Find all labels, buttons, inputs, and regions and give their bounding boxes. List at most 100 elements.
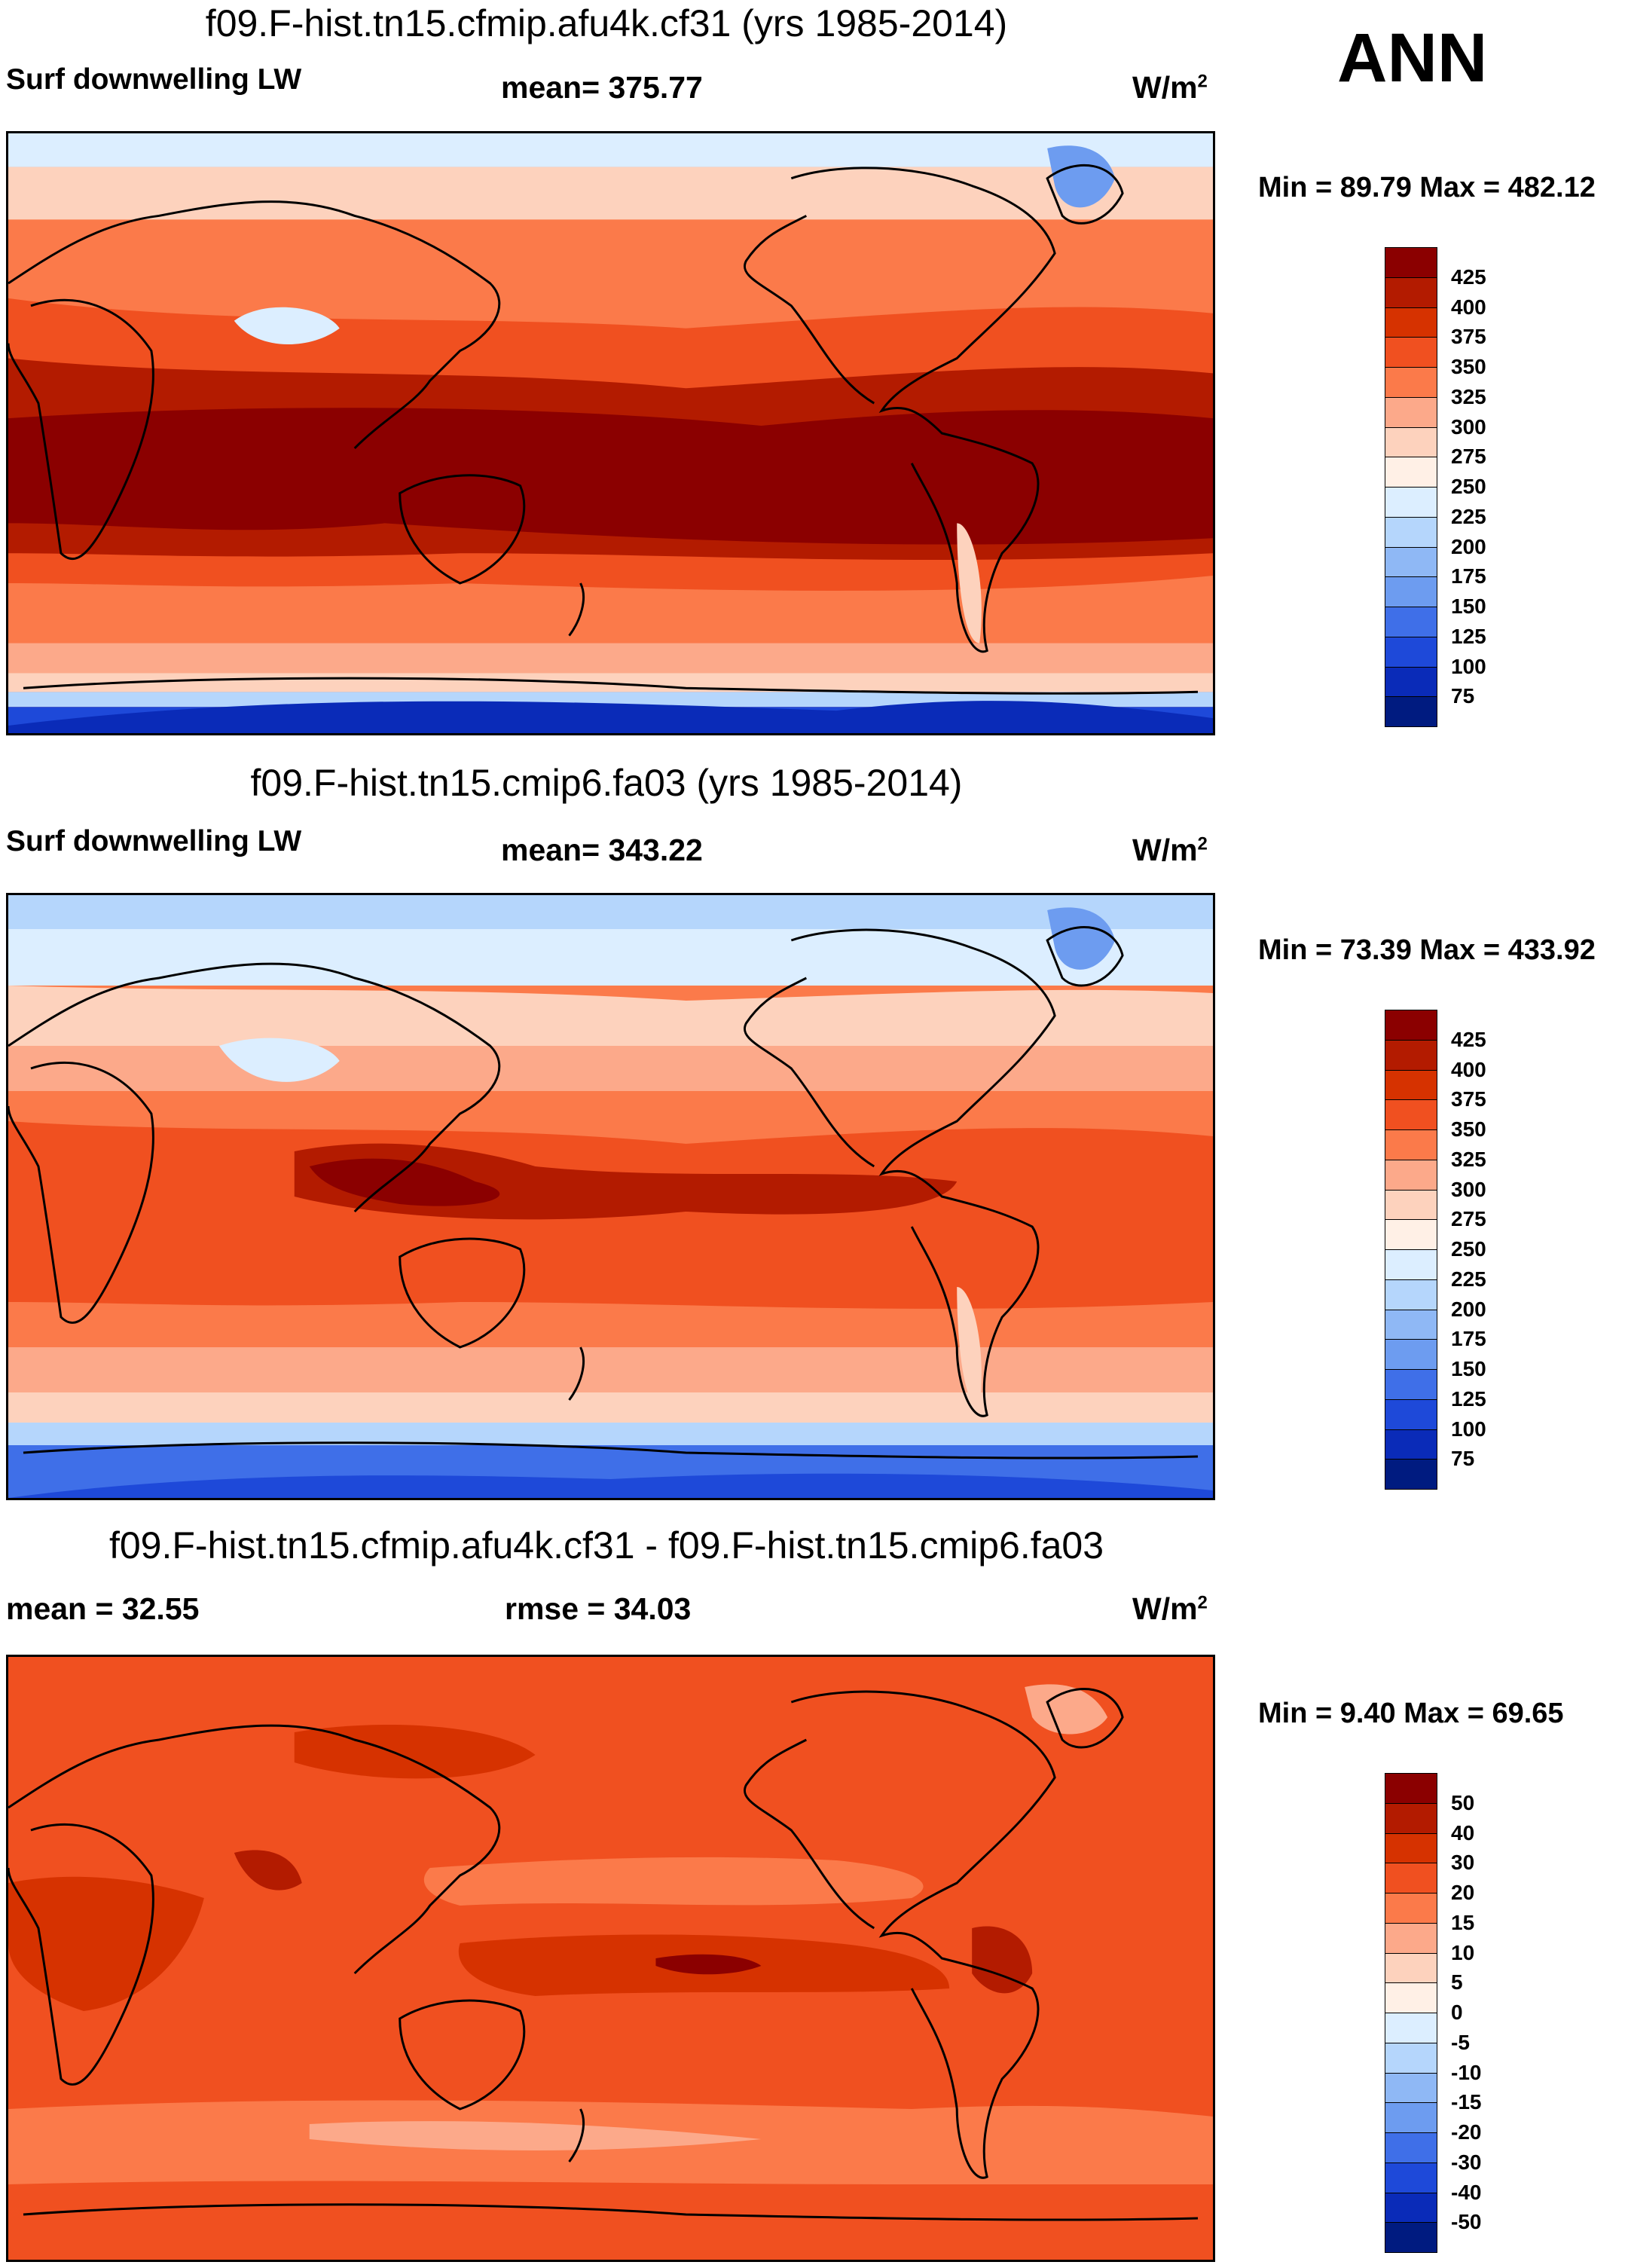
colorbar-tick-label: -20 [1451, 2120, 1482, 2144]
colorbar-tick-label: 75 [1451, 1447, 1475, 1471]
colorbar-tick-label: 100 [1451, 1417, 1486, 1441]
colorbar-swatch [1385, 666, 1437, 698]
colorbar-swatch [1385, 1129, 1437, 1160]
colorbar-swatch [1385, 1398, 1437, 1430]
panel2-map [6, 893, 1215, 1500]
colorbar-tick-label: 425 [1451, 1027, 1486, 1051]
colorbar-swatch [1385, 277, 1437, 308]
colorbar-swatch [1385, 426, 1437, 458]
colorbar-tick-label: 275 [1451, 445, 1486, 469]
colorbar-tick-label: 150 [1451, 1357, 1486, 1380]
colorbar-swatch [1385, 1429, 1437, 1460]
panel1-map [6, 131, 1215, 735]
colorbar-swatch [1385, 1279, 1437, 1310]
colorbar-swatch [1385, 1893, 1437, 1924]
colorbar-swatch [1385, 1159, 1437, 1191]
colorbar-swatch [1385, 457, 1437, 488]
panel1-units: W/m2 [1132, 70, 1208, 105]
colorbar-tick-label: 75 [1451, 684, 1475, 708]
colorbar-swatch [1385, 2222, 1437, 2253]
panel1-variable-label: Surf downwelling LW [6, 63, 302, 96]
colorbar-tick-label: 125 [1451, 1386, 1486, 1411]
colorbar-swatch [1385, 1459, 1437, 1490]
colorbar-swatch [1385, 337, 1437, 368]
colorbar-tick-label: 225 [1451, 504, 1486, 528]
colorbar-tick-label: 125 [1451, 624, 1486, 648]
colorbar-swatch [1385, 636, 1437, 668]
panel1-colorbar: 425 400 375 350 325 300 275 250 225 200 175 150 125 1… [1385, 247, 1486, 727]
panel1-mean: mean= 375.77 [501, 70, 703, 105]
colorbar-swatch [1385, 2042, 1437, 2074]
colorbar-swatch [1385, 2132, 1437, 2163]
panel2-mean: mean= 343.22 [501, 833, 703, 867]
colorbar-tick-label: 40 [1451, 1820, 1475, 1845]
colorbar-swatch [1385, 1832, 1437, 1864]
colorbar-swatch [1385, 696, 1437, 727]
panel1-minmax: Min = 89.79 Max = 482.12 [1258, 172, 1596, 203]
colorbar-tick-label: -5 [1451, 2030, 1470, 2054]
colorbar-tick-label: 175 [1451, 1327, 1486, 1351]
panel2-title: f09.F-hist.tn15.cmip6.fa03 (yrs 1985-201… [250, 762, 963, 804]
colorbar-tick-label: 50 [1451, 1790, 1475, 1814]
colorbar-swatch [1385, 2192, 1437, 2224]
colorbar-tick-label: 400 [1451, 295, 1486, 319]
colorbar-tick-label: 175 [1451, 564, 1486, 588]
colorbar-swatch [1385, 487, 1437, 518]
colorbar-tick-label: -30 [1451, 2150, 1482, 2174]
colorbar-tick-label: 5 [1451, 1970, 1463, 1994]
panel3-map [6, 1655, 1215, 2262]
colorbar-tick-label: 400 [1451, 1057, 1486, 1081]
colorbar-swatch [1385, 396, 1437, 428]
panel3-mean: mean = 32.55 [6, 1591, 200, 1626]
colorbar-swatch [1385, 1309, 1437, 1340]
colorbar-tick-label: 0 [1451, 2001, 1463, 2024]
colorbar-swatch [1385, 307, 1437, 338]
colorbar-tick-label: 30 [1451, 1851, 1475, 1875]
colorbar-swatch [1385, 1339, 1437, 1370]
colorbar-swatch [1385, 1802, 1437, 1834]
colorbar-swatch [1385, 1069, 1437, 1101]
colorbar-tick-label: 250 [1451, 475, 1486, 498]
colorbar-swatch [1385, 1010, 1437, 1041]
colorbar-swatch [1385, 1039, 1437, 1071]
colorbar-swatch [1385, 1982, 1437, 2013]
colorbar-tick-label: 150 [1451, 595, 1486, 618]
colorbar-tick-label: -10 [1451, 2060, 1482, 2084]
colorbar-swatch [1385, 1863, 1437, 1894]
panel1-title: f09.F-hist.tn15.cfmip.afu4k.cf31 (yrs 19… [205, 2, 1008, 44]
panel3-units: W/m2 [1132, 1591, 1208, 1626]
colorbar-tick-label: 275 [1451, 1207, 1486, 1231]
colorbar-tick-label: 375 [1451, 325, 1486, 349]
colorbar-tick-label: 425 [1451, 264, 1486, 289]
colorbar-swatch [1385, 2013, 1437, 2043]
colorbar-swatch [1385, 1922, 1437, 1954]
colorbar-swatch [1385, 1952, 1437, 1984]
panel2-minmax: Min = 73.39 Max = 433.92 [1258, 934, 1596, 966]
colorbar-tick-label: 350 [1451, 355, 1486, 378]
colorbar-swatch [1385, 367, 1437, 398]
colorbar-swatch [1385, 1219, 1437, 1250]
panel3-rmse: rmse = 34.03 [505, 1591, 692, 1626]
colorbar-tick-label: 100 [1451, 654, 1486, 678]
colorbar-swatch [1385, 2072, 1437, 2104]
panel3-colorbar: 50 40 30 20 15 10 5 0 -5 -10 -15 -20 -30 -40 -50 [1385, 1773, 1481, 2253]
colorbar-swatch [1385, 1189, 1437, 1221]
colorbar-swatch [1385, 247, 1437, 278]
colorbar-tick-label: 20 [1451, 1881, 1475, 1904]
colorbar-tick-label: 375 [1451, 1087, 1486, 1111]
panel3-minmax: Min = 9.40 Max = 69.65 [1258, 1698, 1564, 1729]
panel2-colorbar: 425 400 375 350 325 300 275 250 225 200 175 150 125 1… [1385, 1010, 1486, 1490]
colorbar-tick-label: 325 [1451, 1147, 1486, 1171]
colorbar-swatch [1385, 1773, 1437, 1804]
colorbar-tick-label: 300 [1451, 1177, 1486, 1201]
season-label: ANN [1337, 20, 1488, 96]
colorbar-tick-label: 325 [1451, 384, 1486, 408]
colorbar-tick-label: 200 [1451, 534, 1486, 558]
colorbar-swatch [1385, 576, 1437, 607]
colorbar-tick-label: 200 [1451, 1297, 1486, 1321]
colorbar-tick-label: 250 [1451, 1237, 1486, 1261]
colorbar-swatch [1385, 1249, 1437, 1280]
colorbar-tick-label: -40 [1451, 2180, 1482, 2204]
colorbar-tick-label: 15 [1451, 1910, 1475, 1934]
colorbar-swatch [1385, 1369, 1437, 1400]
